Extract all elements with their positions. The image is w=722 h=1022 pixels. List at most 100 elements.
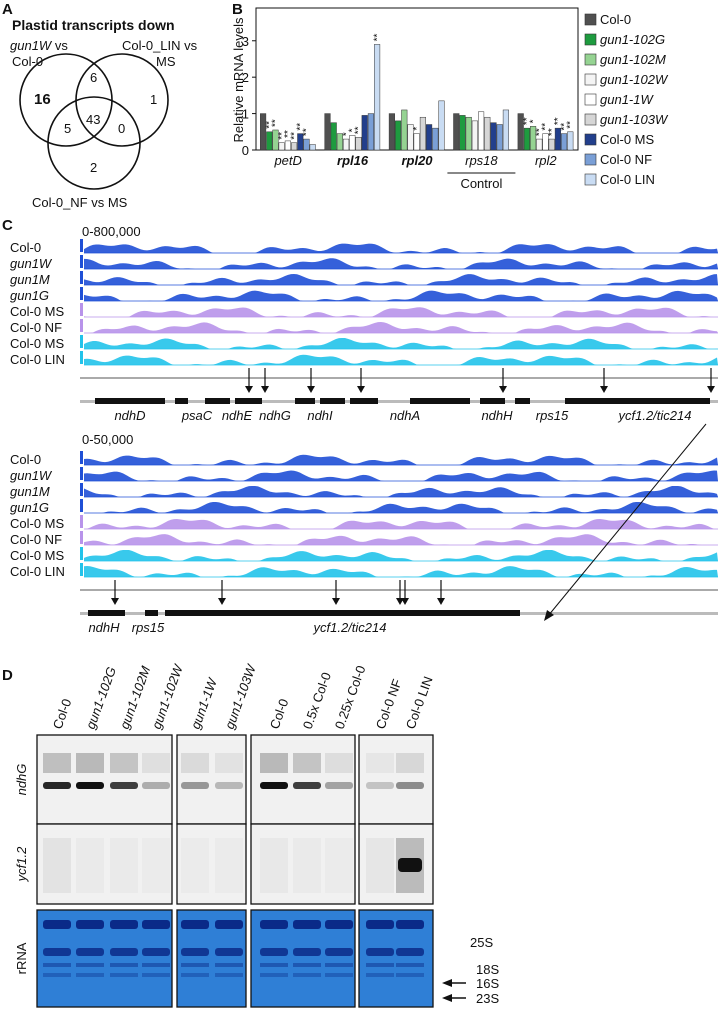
bar [297,133,304,151]
track-label: Col-0 [10,240,41,255]
band [325,920,353,929]
bar [336,133,343,151]
track-label: Col-0 MS [10,304,65,319]
band [396,920,424,929]
set-label: Col-0_LIN vs [122,38,198,53]
band [215,838,243,893]
legend-swatch [584,113,597,126]
track-label: gun1G [10,500,49,515]
legend-swatch [584,173,597,186]
band [142,753,170,773]
bar [395,120,402,151]
significance-label: ** [559,123,570,131]
venn-title: Plastid transcripts down [12,17,175,33]
band [76,920,104,929]
legend-label: gun1-1W [600,92,654,107]
band [325,838,353,893]
coverage [84,486,718,497]
band [293,963,321,967]
bar [291,142,298,151]
coverage [84,243,718,253]
band [293,948,321,956]
gene-label: ycf1.2/tic214 [313,620,387,635]
track-strip [80,467,83,480]
y-axis-label: Relative mRNA levels [231,17,246,142]
band [293,782,321,789]
legend-label: gun1-102G [600,32,665,47]
gene-label: ndhD [114,408,145,423]
scale-label: 0-800,000 [82,224,141,239]
coverage [84,322,718,333]
gene-bar [205,398,230,404]
track-label: Col-0 LIN [10,352,65,367]
track-label: gun1M [10,484,50,499]
band [181,753,209,773]
bar [484,116,491,151]
band [325,753,353,773]
track-strip [80,335,83,348]
gene-label: ndhH [481,408,513,423]
legend-swatch [584,53,597,66]
gene-label: rps15 [132,620,165,635]
bar [355,137,362,151]
gene-track [80,400,718,403]
bar [453,113,460,151]
significance-label: ** [566,121,577,129]
bar [426,124,433,151]
track-label: Col-0 MS [10,548,65,563]
bar [401,109,408,151]
x-tick-label: rpl20 [401,153,433,168]
bar [459,115,466,151]
panel-label: C [2,217,13,234]
gene-bar [410,398,470,404]
band [260,973,288,977]
gene-label: ndhA [390,408,420,423]
track-strip [80,271,83,284]
track-label: Col-0 NF [10,532,62,547]
arrow-head [437,598,445,605]
gene-label: ndhI [307,408,333,423]
blot-panel [36,823,173,905]
gene-bar [175,398,188,404]
arrow-head [499,386,507,393]
track-strip [80,515,83,528]
band [366,920,394,929]
coverage [84,519,718,529]
lane-label: Col-0 LIN [403,674,436,731]
track-label: gun1W [10,256,53,271]
band [260,963,288,967]
y-tick-label: 2 [242,70,249,85]
bar [548,138,555,151]
band [260,753,288,773]
band [325,948,353,956]
significance-label: ** [283,130,294,138]
band [110,973,138,977]
band [142,973,170,977]
coverage [84,274,718,285]
gene-bar [88,610,125,616]
scale-label: 0-50,000 [82,432,133,447]
panel-label: A [2,1,13,18]
bar [471,120,478,151]
lane-label: gun1-102M [117,664,154,731]
band [43,920,71,929]
band [396,948,424,956]
bar [478,111,485,151]
track-strip [80,531,83,544]
band [43,973,71,977]
arrow-head [544,610,554,621]
blot-panel [176,734,247,825]
bar [561,133,568,151]
bar [260,113,267,151]
gene-bar [165,610,520,616]
lane-label: gun1-102W [149,661,187,731]
gene-label: psaC [181,408,213,423]
track-strip [80,451,83,464]
legend-label: Col-0 MS [600,132,655,147]
bar [303,138,310,151]
track-label: Col-0 MS [10,516,65,531]
track-strip [80,255,83,268]
band [110,782,138,789]
